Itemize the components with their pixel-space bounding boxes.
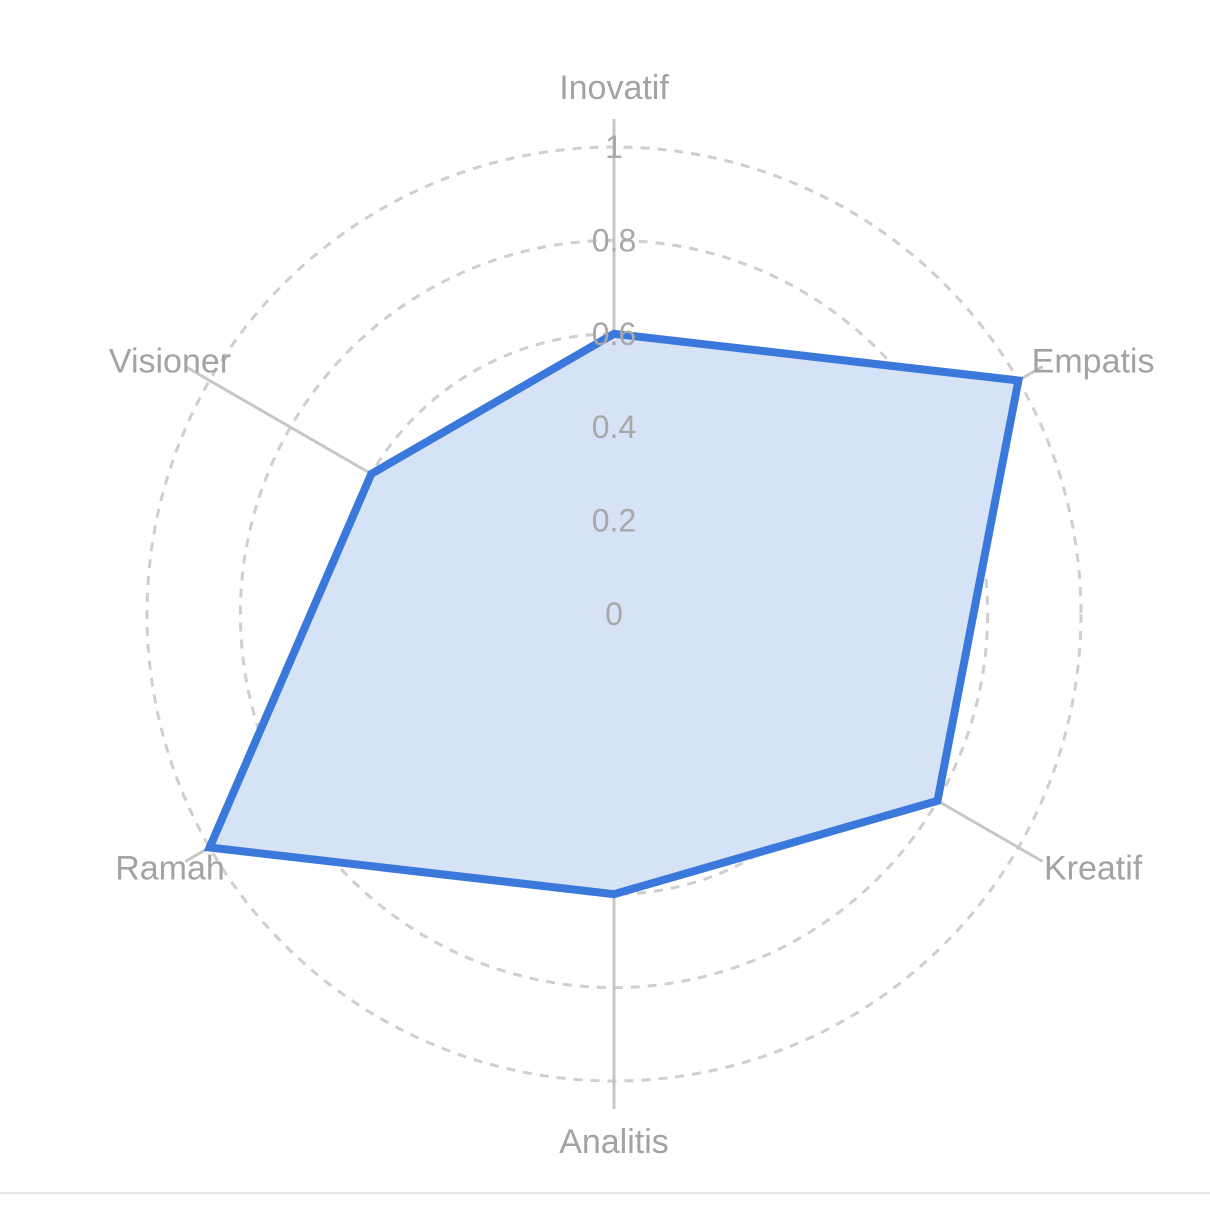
series-layer — [203, 329, 1024, 899]
tick-label-0: 0 — [605, 596, 623, 632]
tick-label-2: 0.4 — [592, 409, 636, 445]
axis-label-analitis: Analitis — [559, 1123, 669, 1161]
axis-label-ramah: Ramah — [115, 850, 225, 888]
bottom-divider — [0, 1192, 1210, 1194]
tick-label-3: 0.6 — [592, 316, 636, 352]
tick-label-4: 0.8 — [592, 222, 636, 258]
series-area-0 — [209, 333, 1019, 895]
radial-tick-labels: 0 0.2 0.4 0.6 0.8 1 — [592, 129, 636, 632]
axis-label-empatis: Empatis — [1032, 343, 1155, 381]
axis-label-inovatif: Inovatif — [559, 69, 669, 107]
tick-label-5: 1 — [605, 129, 623, 165]
axis-label-kreatif: Kreatif — [1044, 850, 1143, 888]
axis-label-visioner: Visioner — [109, 343, 231, 381]
series-line-0 — [203, 329, 1024, 899]
tick-label-1: 0.2 — [592, 503, 636, 539]
axis-labels: Inovatif Empatis Kreatif Analitis Ramah Visio… — [109, 69, 1155, 1161]
